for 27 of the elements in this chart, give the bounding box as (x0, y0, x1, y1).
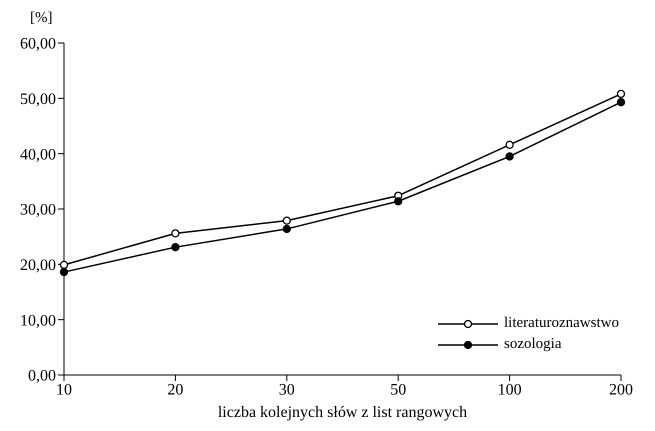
point (505, 152, 514, 161)
y-tick-label: 30,00 (20, 202, 56, 219)
x-tick-label: 30 (278, 381, 295, 398)
point (171, 229, 180, 238)
x-tick-label: 50 (390, 381, 406, 398)
x-tick-label: 20 (167, 381, 184, 398)
x-tick-label: 10 (56, 381, 72, 398)
point (282, 216, 291, 225)
x-tick-label: 100 (498, 381, 522, 398)
y-tick-label: 40,00 (20, 146, 56, 164)
point (171, 243, 180, 252)
point (282, 224, 291, 234)
point (505, 140, 514, 149)
y-tick-label: 10,00 (20, 312, 56, 330)
point (616, 98, 626, 106)
x-axis-title: liczba kolejnych słów z list rangowych (218, 404, 468, 421)
legend-label: sozologia (504, 336, 562, 353)
legend-label: literaturoznawstwo (504, 315, 619, 332)
y-tick-label: 50,00 (20, 91, 56, 108)
y-axis-title: [%] (30, 10, 52, 27)
point (60, 268, 68, 276)
y-tick-label: 0,00 (28, 368, 56, 385)
y-tick-label: 60,00 (20, 36, 56, 53)
x-tick-label: 200 (609, 381, 633, 398)
y-tick-label: 20,00 (20, 257, 56, 274)
point (616, 90, 626, 98)
point (394, 197, 402, 206)
